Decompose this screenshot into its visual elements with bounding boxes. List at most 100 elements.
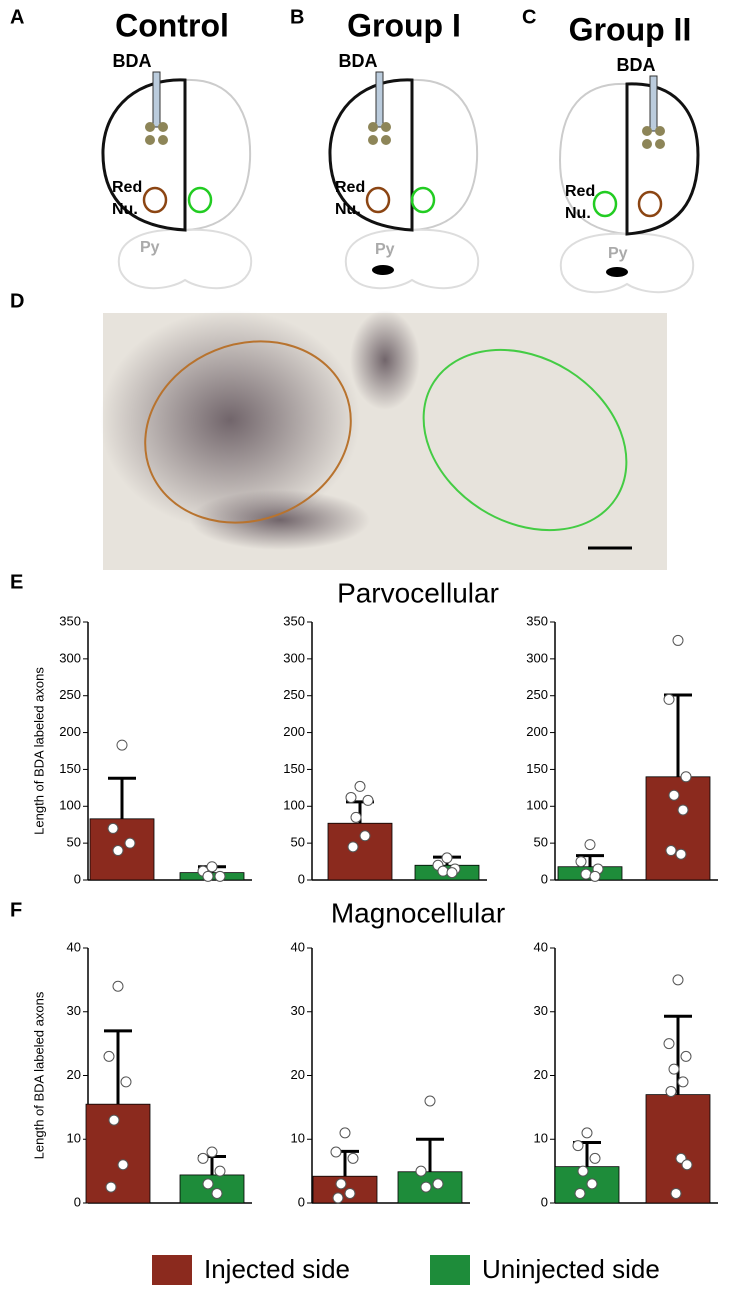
data-point (580, 868, 592, 880)
data-point (330, 1146, 342, 1158)
panel-letter: D (10, 290, 24, 312)
data-point (108, 1114, 120, 1126)
panel-letter: E (10, 571, 23, 593)
data-point (574, 1187, 586, 1199)
section-title: Parvocellular (337, 577, 499, 608)
data-point (415, 1165, 427, 1177)
data-point (107, 822, 119, 834)
data-point (680, 771, 692, 783)
y-tick-label: 250 (59, 687, 81, 702)
data-point (214, 870, 226, 882)
data-point (345, 791, 357, 803)
y-tick-label: 40 (291, 939, 305, 954)
y-tick-label: 0 (298, 1194, 305, 1209)
y-tick-label: 20 (534, 1067, 548, 1082)
data-point (362, 794, 374, 806)
data-point (332, 1192, 344, 1204)
y-tick-label: 0 (298, 871, 305, 886)
diagram: B Group I BDA Red Nu. Py (290, 6, 480, 290)
nucleus-label: Nu. (112, 201, 138, 218)
y-tick-label: 300 (283, 650, 305, 665)
y-tick-label: 150 (283, 761, 305, 776)
data-point (116, 739, 128, 751)
y-tick-label: 40 (67, 939, 81, 954)
data-point (672, 634, 684, 646)
data-point (124, 837, 136, 849)
y-tick-label: 300 (59, 650, 81, 665)
bar (327, 822, 393, 881)
y-tick-label: 10 (67, 1131, 81, 1146)
y-tick-label: 0 (74, 1194, 81, 1209)
injection-label: BDA (339, 51, 378, 71)
bar (645, 1094, 711, 1204)
data-point (211, 1187, 223, 1199)
data-point (424, 1095, 436, 1107)
legend-swatch (430, 1255, 470, 1285)
y-tick-label: 150 (526, 761, 548, 776)
data-point (675, 848, 687, 860)
pyramid-label: Py (140, 239, 160, 256)
data-point (335, 1178, 347, 1190)
panel-letter: F (10, 899, 22, 921)
nucleus-label: Red (112, 179, 142, 196)
data-point (420, 1181, 432, 1193)
data-point (577, 1165, 589, 1177)
diagram-title: Group I (347, 7, 461, 43)
y-tick-label: 50 (67, 835, 81, 850)
pyramid-label: Py (375, 241, 395, 258)
panel-letter: C (522, 6, 536, 28)
data-point (432, 1178, 444, 1190)
data-point (112, 980, 124, 992)
brainstem (117, 228, 253, 290)
hemisphere (101, 78, 187, 232)
data-point (197, 1152, 209, 1164)
hemisphere (184, 78, 252, 232)
data-point (441, 852, 453, 864)
data-point (575, 856, 587, 868)
data-point (670, 1187, 682, 1199)
diagram: C Group II BDA Red Nu. Py (522, 6, 700, 294)
y-tick-label: 10 (291, 1131, 305, 1146)
y-tick-label: 30 (534, 1003, 548, 1018)
data-point (677, 1076, 689, 1088)
data-point (665, 845, 677, 857)
data-point (663, 693, 675, 705)
y-tick-label: 100 (526, 798, 548, 813)
data-point (446, 867, 458, 879)
data-point (581, 1127, 593, 1139)
data-point (354, 780, 366, 792)
injection-label: BDA (617, 55, 656, 75)
data-point (677, 804, 689, 816)
y-tick-label: 30 (291, 1003, 305, 1018)
y-tick-label: 20 (67, 1067, 81, 1082)
y-tick-label: 350 (59, 613, 81, 628)
section-title: Magnocellular (331, 897, 505, 928)
data-point (359, 830, 371, 842)
legend-label: Uninjected side (482, 1254, 660, 1284)
y-tick-label: 10 (534, 1131, 548, 1146)
y-tick-label: 250 (526, 687, 548, 702)
data-point (572, 1140, 584, 1152)
y-tick-label: 200 (283, 724, 305, 739)
nucleus-label: Nu. (335, 201, 361, 218)
y-tick-label: 50 (291, 835, 305, 850)
nucleus-label: Nu. (565, 205, 591, 222)
data-point (672, 974, 684, 986)
data-point (206, 1146, 218, 1158)
data-point (206, 861, 218, 873)
data-point (586, 1178, 598, 1190)
data-point (112, 845, 124, 857)
data-point (589, 1152, 601, 1164)
data-point (120, 1076, 132, 1088)
injection-label: BDA (113, 51, 152, 71)
data-point (344, 1187, 356, 1199)
y-tick-label: 100 (59, 798, 81, 813)
y-tick-label: 30 (67, 1003, 81, 1018)
data-point (584, 839, 596, 851)
data-point (589, 870, 601, 882)
nucleus-label: Red (335, 179, 365, 196)
data-point (350, 811, 362, 823)
data-point (117, 1159, 129, 1171)
